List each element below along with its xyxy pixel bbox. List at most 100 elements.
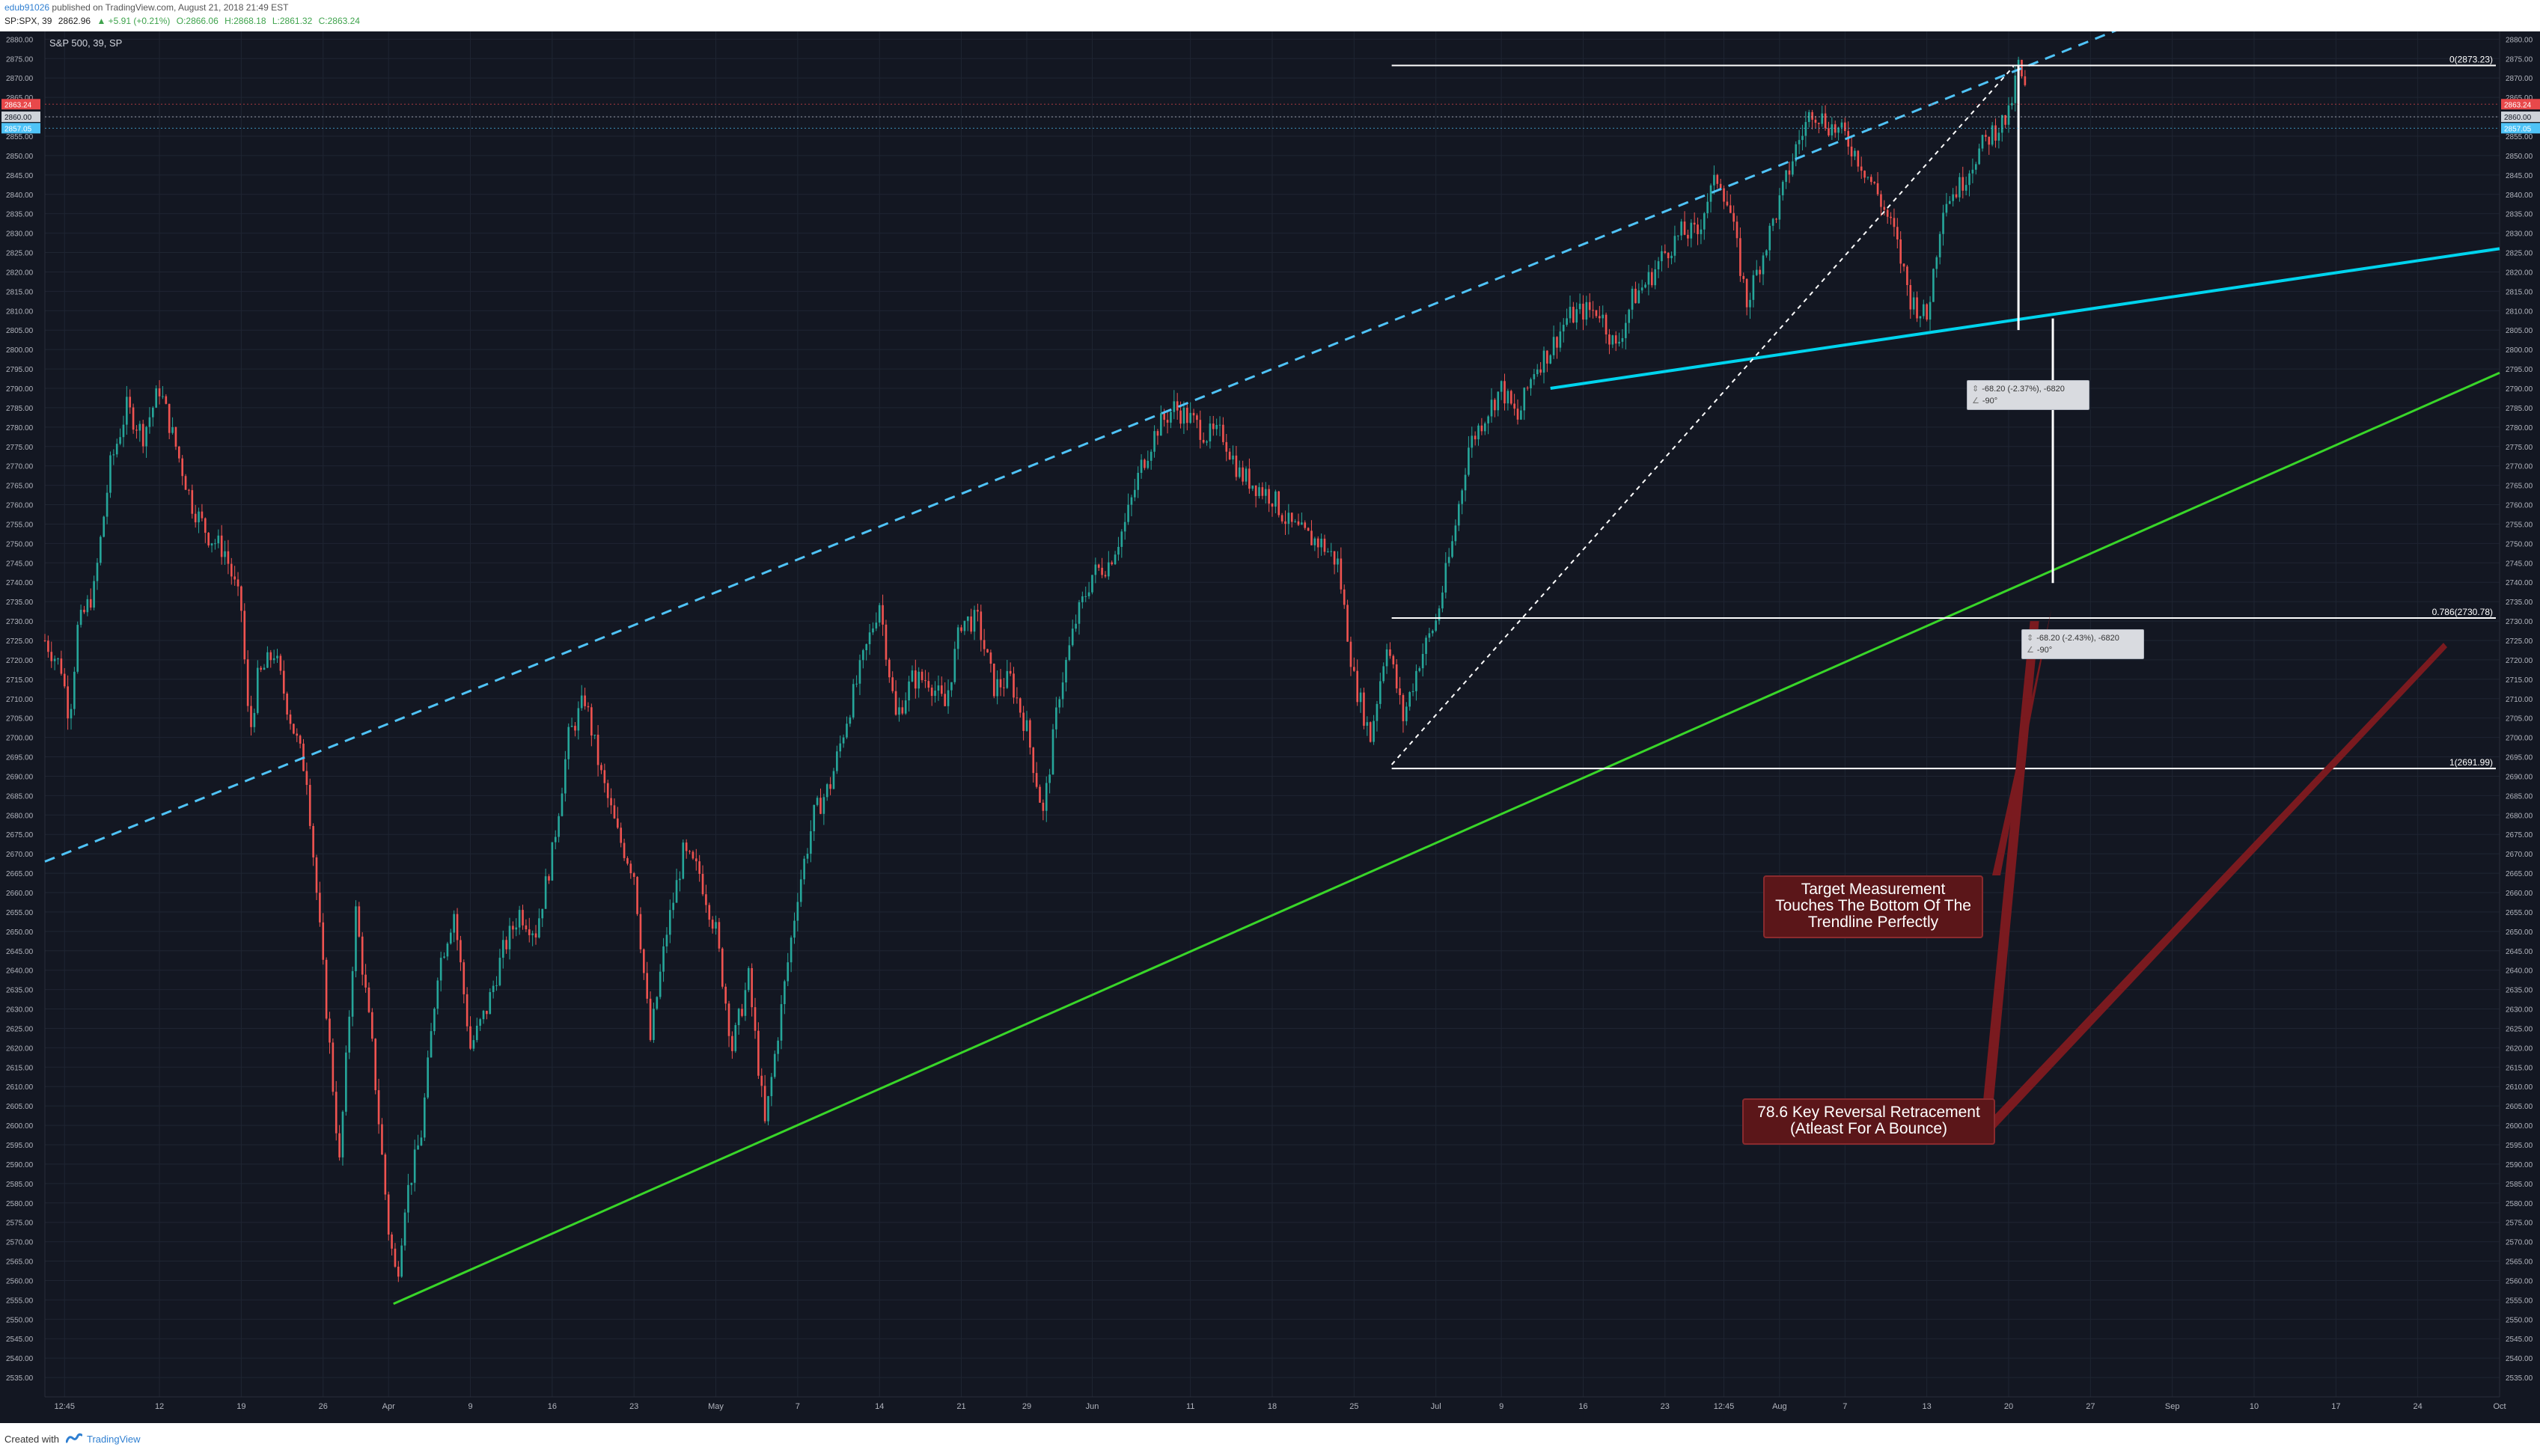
publisher-link[interactable]: edub91026 (4, 2, 50, 13)
candle-down (505, 940, 507, 949)
candle-up (1313, 538, 1316, 545)
candle-up (1831, 124, 1834, 135)
candle-down (1389, 649, 1391, 656)
candle-down (639, 914, 642, 949)
candle-up (417, 1145, 419, 1150)
price-change: ▲ +5.91 (+0.21%) (97, 16, 171, 26)
candle-up (126, 397, 128, 425)
y-tick-label-right: 2555.00 (2506, 1297, 2533, 1305)
candle-down (89, 599, 92, 608)
candle-down (708, 905, 711, 920)
low-value: L:2861.32 (272, 16, 313, 26)
candle-up (777, 1040, 779, 1054)
candle-up (1795, 144, 1798, 162)
y-tick-label-right: 2605.00 (2506, 1103, 2533, 1111)
candle-up (272, 658, 275, 661)
candle-down (1726, 201, 1729, 206)
candle-up (119, 437, 121, 444)
y-tick-label-left: 2690.00 (6, 773, 34, 781)
candle-down (296, 733, 299, 736)
candle-down (1185, 407, 1188, 423)
candle-down (1192, 412, 1195, 416)
candle-up (544, 876, 547, 909)
candle-down (1860, 166, 1863, 171)
candle-down (246, 659, 249, 706)
candle-down (1890, 216, 1892, 218)
x-tick-label: 26 (319, 1402, 328, 1411)
candle-up (1150, 451, 1153, 461)
y-tick-label-right: 2595.00 (2506, 1142, 2533, 1150)
candle-up (57, 658, 59, 660)
candle-down (1614, 335, 1617, 344)
price-chart[interactable]: 2535.00 2535.00 2540.00 2540.00 2545.00 2545.… (0, 31, 2540, 1423)
chart-area[interactable]: 2535.00 2535.00 2540.00 2540.00 2545.00 2545.… (0, 31, 2540, 1423)
candle-up (715, 922, 717, 929)
candle-down (1196, 415, 1198, 420)
candle-down (1883, 207, 1886, 210)
tradingview-logo-icon (66, 1433, 82, 1443)
candle-up (276, 655, 278, 658)
candle-down (1896, 227, 1899, 240)
candle-up (1438, 608, 1441, 621)
candle-down (1683, 221, 1686, 235)
candle-down (236, 579, 239, 587)
candle-down (1144, 459, 1146, 468)
candle-down (1202, 439, 1205, 443)
y-tick-label-right: 2720.00 (2506, 657, 2533, 665)
candle-down (901, 707, 904, 714)
candle-up (1559, 331, 1562, 348)
candle-down (338, 1133, 341, 1157)
candle-down (1592, 310, 1594, 311)
close-value: C:2863.24 (318, 16, 360, 26)
candle-up (849, 717, 852, 724)
candle-up (1025, 720, 1028, 731)
candle-up (518, 910, 521, 928)
candle-up (1657, 261, 1660, 269)
candle-up (122, 424, 125, 438)
candle-down (721, 948, 724, 987)
candle-up (436, 980, 439, 1009)
candle-down (132, 407, 135, 430)
price-badge-left (1, 123, 40, 134)
x-tick-label: Sep (2165, 1402, 2180, 1411)
candle-up (908, 681, 910, 701)
y-tick-label-right: 2725.00 (2506, 637, 2533, 646)
candle-up (1065, 660, 1067, 683)
x-tick-label: 10 (2250, 1402, 2259, 1411)
candle-down (1902, 263, 1905, 267)
candle-up (846, 724, 848, 738)
candle-up (1457, 504, 1460, 526)
candle-up (495, 985, 498, 986)
x-tick-label: Apr (382, 1402, 395, 1411)
candle-up (872, 628, 874, 633)
candle-up (100, 536, 102, 563)
candle-up (266, 652, 269, 668)
candle-down (590, 707, 593, 736)
candle-down (528, 929, 531, 935)
candle-down (727, 1003, 730, 1036)
candle-down (1284, 521, 1286, 524)
candle-up (855, 683, 858, 685)
candle-down (1834, 124, 1837, 133)
candle-down (610, 798, 612, 806)
measure-icon: ⇕ (1972, 385, 1979, 394)
candle-up (1411, 691, 1414, 693)
candle-up (541, 908, 544, 919)
y-tick-label-left: 2615.00 (6, 1064, 34, 1072)
candle-down (574, 726, 576, 731)
footer: Created with TradingView (0, 1423, 2540, 1456)
candle-up (1948, 201, 1951, 204)
candle-up (1807, 111, 1810, 123)
candle-down (1353, 667, 1355, 671)
candle-down (522, 910, 524, 926)
y-tick-label-left: 2755.00 (6, 521, 34, 529)
candle-up (862, 649, 864, 661)
white-dotted-line (1390, 65, 2015, 765)
candle-down (358, 906, 361, 937)
candle-down (1009, 670, 1012, 674)
measure-tooltip-2: ⇕ -68.20 (-2.43%), -6820 ∠ -90° (2021, 629, 2144, 659)
candle-down (1042, 802, 1045, 811)
candle-down (1595, 310, 1598, 316)
candle-down (1788, 170, 1791, 175)
tradingview-brand-link[interactable]: TradingView (87, 1434, 141, 1445)
